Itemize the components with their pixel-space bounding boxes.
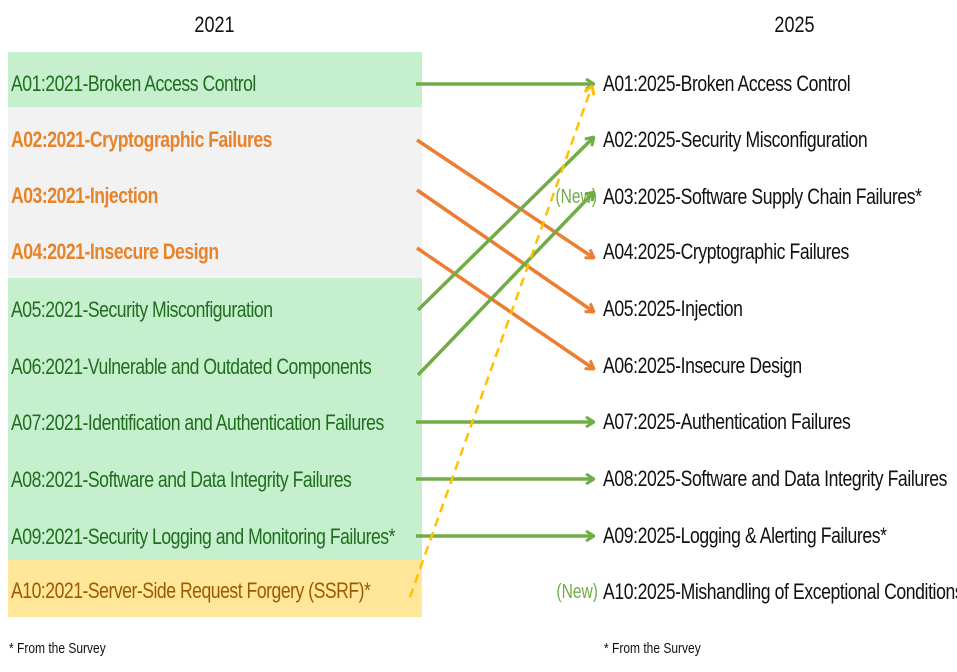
left-item-a09: A09:2021-Security Logging and Monitoring…: [11, 524, 395, 549]
new-tag-a03: (New): [555, 186, 597, 208]
band-yellow: [8, 560, 422, 617]
left-item-a01: A01:2021-Broken Access Control: [11, 71, 256, 96]
left-item-a05: A05:2021-Security Misconfiguration: [11, 297, 273, 322]
band-green-middle: [8, 278, 422, 560]
left-item-a08: A08:2021-Software and Data Integrity Fai…: [11, 467, 352, 492]
right-item-a07: A07:2025-Authentication Failures: [603, 409, 851, 434]
arrow-a04-to-a06: [416, 246, 594, 369]
left-item-a06: A06:2021-Vulnerable and Outdated Compone…: [11, 354, 372, 379]
footnote-left: * From the Survey: [9, 640, 106, 657]
right-item-a02: A02:2025-Security Misconfiguration: [603, 127, 868, 152]
arrow-a03-to-a05: [416, 188, 594, 312]
left-item-a03: A03:2021-Injection: [11, 183, 158, 208]
header-2021: 2021: [194, 12, 235, 37]
right-item-a03: A03:2025-Software Supply Chain Failures*: [603, 184, 922, 209]
arrow-a06-to-a03: [416, 192, 594, 377]
arrow-a02-to-a04: [416, 138, 594, 258]
right-item-a05: A05:2025-Injection: [603, 296, 743, 321]
right-item-a04: A04:2025-Cryptographic Failures: [603, 239, 849, 264]
header-2025: 2025: [774, 12, 815, 37]
band-green-top: [8, 52, 422, 107]
right-item-a06: A06:2025-Insecure Design: [603, 353, 802, 378]
left-item-a04: A04:2021-Insecure Design: [11, 239, 219, 264]
right-item-a08: A08:2025-Software and Data Integrity Fai…: [603, 466, 947, 491]
left-item-a10: A10:2021-Server-Side Request Forgery (SS…: [11, 578, 371, 603]
left-item-a07: A07:2021-Identification and Authenticati…: [11, 410, 384, 435]
left-item-a02: A02:2021-Cryptographic Failures: [11, 127, 272, 152]
right-item-a09: A09:2025-Logging & Alerting Failures*: [603, 523, 887, 548]
band-gray: [8, 107, 422, 278]
right-item-a10: A10:2025-Mishandling of Exceptional Cond…: [603, 579, 957, 604]
right-item-a01: A01:2025-Broken Access Control: [603, 71, 851, 96]
new-tag-a10: (New): [556, 581, 598, 603]
arrow-a10-to-a01: [408, 86, 592, 598]
footnote-right: * From the Survey: [604, 640, 701, 657]
